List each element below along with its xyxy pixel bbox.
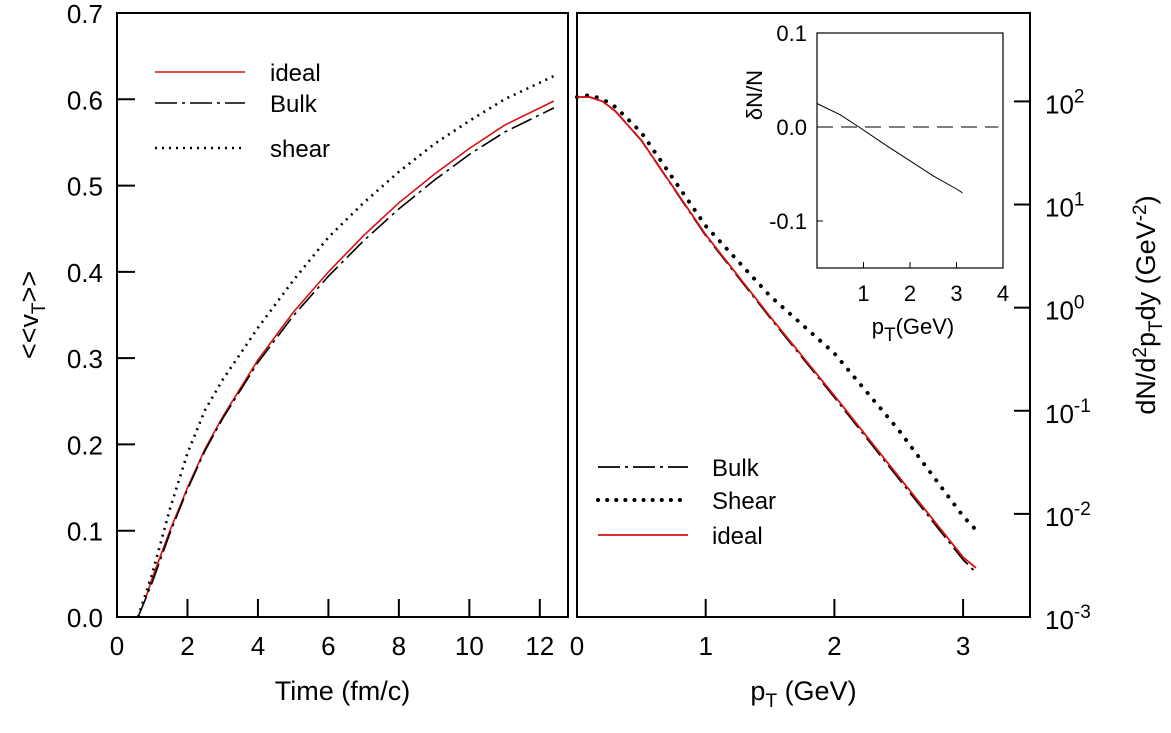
inset-ratio-line [816, 103, 963, 194]
x-tick-label: 12 [525, 631, 554, 661]
y-tick-label: 101 [1045, 190, 1085, 223]
x-axis-label: Time (fm/c) [275, 676, 410, 706]
y-tick-label: -0.1 [769, 209, 807, 234]
y-tick-label: 0.6 [67, 85, 103, 115]
y-tick-label: 0.0 [67, 603, 103, 633]
legend-label: Bulk [712, 455, 760, 482]
x-tick-label: 2 [827, 631, 841, 661]
y-axis-label: δN/N [742, 70, 767, 120]
plot-frame [116, 12, 569, 618]
x-tick-label: 1 [857, 281, 869, 306]
y-tick-label: 0.1 [67, 517, 103, 547]
y-tick-label: 0.1 [776, 21, 807, 46]
x-tick-label: 10 [455, 631, 484, 661]
y-tick-label: 0.4 [67, 258, 103, 288]
series-line-shear [136, 74, 555, 618]
x-tick-label: 2 [180, 631, 194, 661]
y-tick-label: 10-1 [1045, 396, 1091, 429]
plot-frame [576, 12, 1031, 618]
y-tick-label: 102 [1045, 86, 1085, 119]
x-tick-label: 4 [997, 281, 1009, 306]
y-axis-label: dN/d2pTdy (GeV-2) [1130, 195, 1167, 414]
legend-label: Bulk [270, 91, 318, 118]
x-tick-label: 4 [251, 631, 265, 661]
y-tick-label: 10-3 [1045, 602, 1091, 635]
legend-label: ideal [270, 60, 321, 87]
y-tick-label: 0.3 [67, 344, 103, 374]
right-panel: 0 1 2 3 10-3 10-2 10-1 100 101 102 pT (GeV) dN/d2pT… [570, 12, 1167, 712]
x-tick-label: 3 [956, 631, 970, 661]
x-tick-label: 8 [392, 631, 406, 661]
y-tick-label: 0.2 [67, 430, 103, 460]
x-tick-label: 0 [110, 631, 124, 661]
series-line-ideal [144, 100, 555, 600]
series-line-ideal [577, 96, 977, 569]
x-tick-label: 6 [321, 631, 335, 661]
x-axis-label: pT (GeV) [750, 676, 856, 712]
x-axis-label: pT(GeV) [872, 314, 955, 346]
y-tick-label: 100 [1045, 293, 1085, 326]
legend-label: shear [270, 136, 330, 163]
inset-frame [816, 32, 1004, 269]
x-tick-label: 2 [904, 281, 916, 306]
left-panel: 0 2 4 6 8 10 12 0.0 0.1 0.2 0.3 0.4 0.5 0.6 0.7 Time (f… [14, 0, 569, 706]
x-tick-label: 0 [570, 631, 584, 661]
x-tick-label: 1 [698, 631, 712, 661]
legend-label: Shear [712, 488, 776, 515]
legend-label: ideal [712, 523, 763, 550]
series-line-shear [575, 93, 978, 532]
inset-panel: 1 2 3 4 0.1 0.0 -0.1 pT(GeV) δN/N [742, 21, 1009, 346]
y-tick-label: 10-2 [1045, 499, 1091, 532]
x-tick-label: 3 [950, 281, 962, 306]
series-line-bulk [137, 107, 555, 618]
y-tick-label: 0.0 [776, 115, 807, 140]
y-tick-label: 0.5 [67, 172, 103, 202]
y-tick-label: 0.7 [67, 0, 103, 29]
y-axis-label: <<vT>> [14, 271, 50, 359]
